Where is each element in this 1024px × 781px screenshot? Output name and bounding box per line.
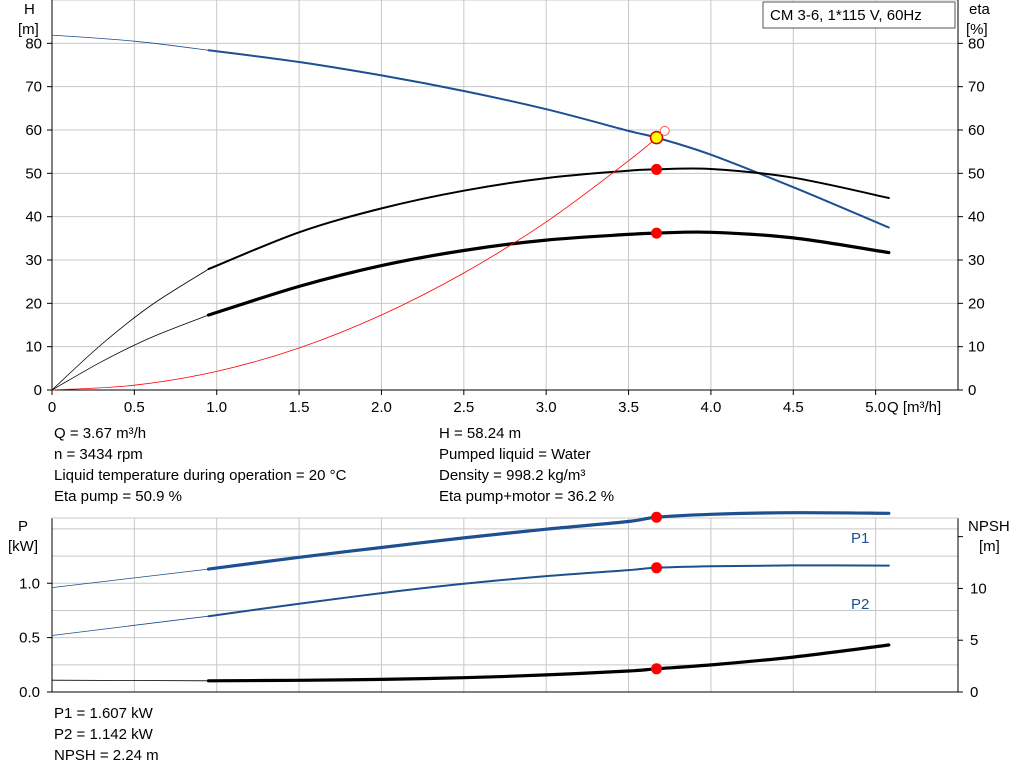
- info-eta-pump-motor: Eta pump+motor = 36.2 %: [439, 488, 615, 505]
- operating-point-marker: [651, 511, 663, 523]
- p-tick-label: 0.5: [19, 630, 40, 647]
- x-tick-label: 3.0: [536, 399, 557, 416]
- p-tick-label: 0.0: [19, 684, 40, 701]
- x-axis-label: Q [m³/h]: [887, 399, 941, 416]
- info-npsh: NPSH = 2.24 m: [54, 747, 159, 764]
- x-tick-label: 4.5: [783, 399, 804, 416]
- x-tick-label: 2.5: [453, 399, 474, 416]
- curve-top-1: [207, 167, 890, 271]
- curve-extension-top-2: [51, 314, 209, 391]
- y-tick-label-left: 80: [25, 35, 42, 52]
- y-axis-right-label-line2: [%]: [966, 21, 988, 38]
- p-tick-label: 1.0: [19, 575, 40, 592]
- y-tick-label-left: 0: [34, 382, 42, 399]
- curve-top-3: [51, 130, 666, 391]
- y-tick-label-right: 70: [968, 79, 985, 96]
- y-tick-label-right: 60: [968, 122, 985, 139]
- y-tick-label-right: 20: [968, 295, 985, 312]
- info-bottom: P1 = 1.607 kW P2 = 1.142 kW NPSH = 2.24 …: [54, 703, 159, 766]
- curves: [51, 34, 891, 683]
- x-tick-label: 3.5: [618, 399, 639, 416]
- info-liquid-temperature: Liquid temperature during operation = 20…: [54, 467, 347, 484]
- npsh-axis-right-label-line2: [m]: [979, 538, 1000, 555]
- curve-top-0: [207, 49, 890, 229]
- x-tick-label: 1.0: [206, 399, 227, 416]
- y-tick-label-left: 50: [25, 165, 42, 182]
- info-p1: P1 = 1.607 kW: [54, 705, 153, 722]
- y-tick-label-left: 30: [25, 252, 42, 269]
- curve-extension-top-0: [51, 34, 209, 51]
- p-axis-left-label-line2: [kW]: [8, 538, 38, 555]
- info-pumped-liquid: Pumped liquid = Water: [439, 446, 591, 463]
- operating-point-marker: [651, 163, 663, 175]
- operating-points: [649, 125, 670, 675]
- x-tick-label: 2.0: [371, 399, 392, 416]
- curve-extension-bottom-0: [51, 568, 209, 588]
- series-label-p1: P1: [851, 530, 869, 547]
- curve-extension-top-1: [51, 268, 209, 391]
- x-tick-label: 0: [48, 399, 56, 416]
- curve-top-2: [206, 230, 891, 317]
- info-speed: n = 3434 rpm: [54, 446, 143, 463]
- info-eta-pump: Eta pump = 50.9 %: [54, 488, 182, 505]
- x-tick-label: 0.5: [124, 399, 145, 416]
- operating-point-marker: [651, 227, 663, 239]
- curve-bottom-2: [206, 643, 891, 683]
- y-tick-label-left: 40: [25, 209, 42, 226]
- y-tick-label-right: 0: [968, 382, 976, 399]
- y-tick-label-right: 10: [968, 339, 985, 356]
- x-tick-label: 4.0: [700, 399, 721, 416]
- info-top-left: Q = 3.67 m³/h n = 3434 rpm Liquid temper…: [54, 423, 346, 507]
- info-head: H = 58.24 m: [439, 425, 522, 442]
- operating-point-marker: [651, 562, 663, 574]
- info-top-right: H = 58.24 m Pumped liquid = Water Densit…: [439, 423, 614, 507]
- chart-title: CM 3-6, 1*115 V, 60Hz: [770, 7, 922, 24]
- info-p2: P2 = 1.142 kW: [54, 726, 153, 743]
- info-density: Density = 998.2 kg/m³: [439, 467, 586, 484]
- y-axis-right-label-line1: eta: [969, 1, 991, 18]
- npsh-axis-right-label-line1: NPSH: [968, 518, 1010, 535]
- npsh-tick-label: 10: [970, 580, 987, 597]
- npsh-tick-label: 5: [970, 632, 978, 649]
- curve-extension-bottom-1: [51, 615, 209, 636]
- x-tick-label: 5.0: [865, 399, 886, 416]
- curve-bottom-1: [207, 564, 890, 618]
- y-tick-label-left: 20: [25, 295, 42, 312]
- curve-extension-bottom-2: [51, 679, 209, 682]
- hollow-point-marker: [659, 125, 670, 136]
- y-axis-left-label-line2: [m]: [18, 21, 39, 38]
- y-tick-label-left: 10: [25, 339, 42, 356]
- operating-point-marker: [651, 663, 663, 675]
- y-axis-left-label-line1: H: [24, 1, 35, 18]
- series-label-p2: P2: [851, 596, 869, 613]
- x-tick-label: 1.5: [289, 399, 310, 416]
- y-tick-label-right: 30: [968, 252, 985, 269]
- y-tick-label-left: 70: [25, 79, 42, 96]
- y-tick-label-left: 60: [25, 122, 42, 139]
- y-tick-label-right: 50: [968, 165, 985, 182]
- bottom-chart-grid: 0.0 0.5 1.0 0 5 10: [19, 517, 987, 701]
- y-tick-label-right: 80: [968, 35, 985, 52]
- duty-point-marker: [649, 130, 664, 145]
- curve-bottom-0: [206, 511, 891, 571]
- title-box: [762, 1, 956, 29]
- info-flow: Q = 3.67 m³/h: [54, 425, 147, 442]
- npsh-tick-label: 0: [970, 684, 978, 701]
- y-tick-label-right: 40: [968, 209, 985, 226]
- p-axis-left-label-line1: P: [18, 518, 28, 535]
